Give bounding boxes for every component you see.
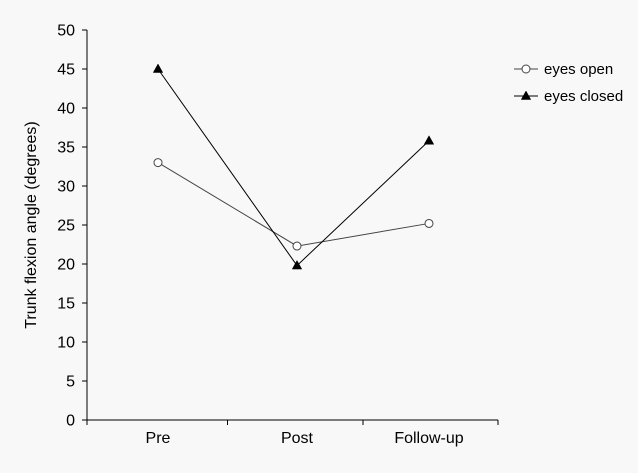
x-axis-ticks: Pre Post Follow-up <box>86 420 499 447</box>
legend-marker <box>520 90 532 100</box>
y-axis-title: Trunk flexion angle (degrees) <box>23 121 40 329</box>
data-point <box>153 158 163 168</box>
y-axis-ticks: 0 5 10 15 20 25 30 35 40 45 50 <box>57 23 87 430</box>
x-tick-label: Post <box>281 430 314 447</box>
series-line <box>157 162 430 247</box>
y-tick-label: 10 <box>57 335 75 352</box>
y-tick-label: 40 <box>57 101 75 118</box>
data-point <box>291 260 303 270</box>
data-point <box>292 241 302 251</box>
y-tick-label: 50 <box>57 23 75 40</box>
series-line <box>157 68 430 267</box>
series-0 <box>153 158 434 251</box>
legend-item: eyes closed <box>514 88 623 105</box>
legend-marker <box>521 64 531 74</box>
plot-area: 0 5 10 15 20 25 30 35 40 45 50 Pre Post Follow-up <box>57 23 499 447</box>
y-tick-label: 15 <box>57 296 75 313</box>
data-point <box>423 135 435 145</box>
y-tick-label: 20 <box>57 257 75 274</box>
y-tick-label: 35 <box>57 140 75 157</box>
legend-label: eyes open <box>544 61 613 78</box>
y-tick-label: 45 <box>57 62 75 79</box>
legend-label: eyes closed <box>544 88 623 105</box>
series-1 <box>152 63 435 270</box>
data-point <box>152 63 164 73</box>
y-tick-label: 25 <box>57 218 75 235</box>
x-tick-label: Pre <box>146 430 171 447</box>
data-point <box>424 218 434 228</box>
series-layer <box>152 63 435 270</box>
x-tick-label: Follow-up <box>394 430 463 447</box>
y-tick-label: 5 <box>66 374 75 391</box>
legend-item: eyes open <box>514 61 613 78</box>
y-tick-label: 30 <box>57 179 75 196</box>
legend: eyes open eyes closed <box>514 61 623 105</box>
y-tick-label: 0 <box>66 413 75 430</box>
